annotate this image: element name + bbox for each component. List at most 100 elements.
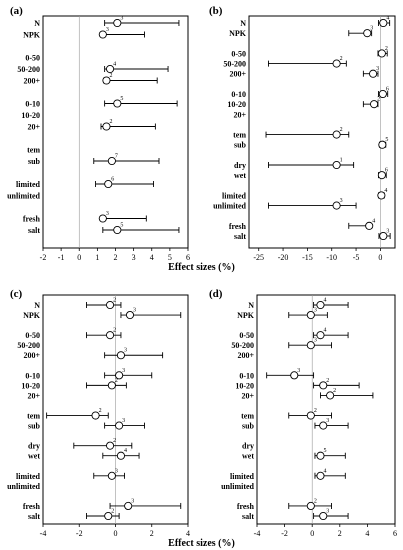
sample-count-label: 2 xyxy=(113,438,116,444)
row-label: salt xyxy=(234,232,246,241)
effect-point xyxy=(316,331,325,340)
effect-point xyxy=(115,421,124,430)
effect-point xyxy=(378,89,387,99)
row-label: 0-50 xyxy=(25,54,40,63)
row-label: limited xyxy=(222,191,247,200)
effect-point xyxy=(106,331,115,340)
row-label: 10-20 xyxy=(21,381,40,390)
sample-count-label: 2 xyxy=(99,408,102,414)
effect-point xyxy=(332,160,341,170)
sample-count-label: 3 xyxy=(122,368,125,374)
row-label: sub xyxy=(242,422,255,431)
x-tick-label: -4 xyxy=(40,529,47,538)
effect-point xyxy=(91,411,100,420)
panel-b: (b) -25 -20 -15 -10 -5 0 N 4 NPK 3 0-50 2 50-200 2 200+… xyxy=(209,5,396,262)
row-label: dry xyxy=(234,161,246,170)
row-label: 20+ xyxy=(27,391,40,400)
row-label: wet xyxy=(28,452,40,461)
effect-point xyxy=(116,351,125,360)
sample-count-label: 2 xyxy=(109,73,112,79)
row-label: 200+ xyxy=(23,351,40,360)
x-tick-label: -2 xyxy=(40,253,47,262)
sample-count-label: 3 xyxy=(106,211,109,217)
effect-point xyxy=(98,30,107,39)
row-label: NPK xyxy=(229,29,247,38)
plot-frame xyxy=(42,15,189,249)
row-label: 0-50 xyxy=(239,331,254,340)
effect-point xyxy=(113,18,122,28)
sample-count-label: 3 xyxy=(326,509,329,515)
effect-point xyxy=(104,511,113,521)
sample-count-label: 3 xyxy=(106,27,109,33)
shared-x-axis-label-bottom: Effect sizes (%) xyxy=(168,538,235,549)
row-label: fresh xyxy=(237,502,255,511)
sample-count-label: 5 xyxy=(323,448,326,454)
sample-count-label: 3 xyxy=(133,308,136,314)
panel-label: (b) xyxy=(209,5,223,17)
effect-point xyxy=(107,381,116,390)
x-tick-label: 2 xyxy=(338,529,342,538)
row-label: 50-200 xyxy=(17,341,40,350)
row-label: N xyxy=(34,19,40,28)
x-tick-label: -2 xyxy=(281,529,288,538)
row-label: dry xyxy=(242,442,254,451)
panel-label: (c) xyxy=(10,288,23,300)
effect-point xyxy=(319,381,328,390)
sample-count-label: 3 xyxy=(376,66,379,72)
row-label: sub xyxy=(234,141,247,150)
sample-count-label: 7 xyxy=(115,154,118,160)
row-label: 50-200 xyxy=(223,60,246,69)
x-tick-label: 0 xyxy=(310,529,314,538)
effect-point xyxy=(370,100,379,109)
effect-point xyxy=(377,171,386,180)
row-label: 50-200 xyxy=(231,341,254,350)
effect-point xyxy=(332,130,341,139)
effect-point xyxy=(377,191,386,200)
effect-point xyxy=(319,511,328,521)
effect-point xyxy=(306,501,315,511)
sample-count-label: 6 xyxy=(386,87,389,93)
row-label: 10-20 xyxy=(235,381,254,390)
effect-point xyxy=(116,451,125,460)
panel-label: (a) xyxy=(10,5,23,17)
sample-count-label: 6 xyxy=(385,168,388,174)
effect-point xyxy=(125,310,135,320)
sample-count-label: 4 xyxy=(124,448,127,454)
x-tick-label: 4 xyxy=(365,529,369,538)
row-label: 0-50 xyxy=(25,331,40,340)
effect-point xyxy=(107,471,116,480)
sample-count-label: 2 xyxy=(111,509,114,515)
effect-point xyxy=(106,441,115,450)
x-tick-label: -1 xyxy=(58,253,65,262)
row-label: N xyxy=(34,301,40,310)
sample-count-label: 2 xyxy=(115,378,118,384)
x-tick-label: -25 xyxy=(253,253,264,262)
row-label: wet xyxy=(242,452,254,461)
sample-count-label: 2 xyxy=(113,298,116,304)
sample-count-label: 3 xyxy=(120,16,123,22)
row-label: 0-10 xyxy=(25,100,40,109)
sample-count-label: 4 xyxy=(372,218,375,224)
sample-count-label: 4 xyxy=(386,16,389,22)
panel-d: (d) -4 -2 0 2 4 6 N 4 NPK 3 0-50 4 50-200 3 200+ 0-10 3 10… xyxy=(209,288,397,538)
sample-count-label: 4 xyxy=(113,62,116,68)
row-label: salt xyxy=(28,512,40,521)
row-label: limited xyxy=(16,180,41,189)
sample-count-label: 3 xyxy=(370,26,373,32)
effect-point xyxy=(104,179,113,189)
sample-count-label: 3 xyxy=(115,468,118,474)
sample-count-label: 3 xyxy=(314,338,317,344)
row-label: 0-10 xyxy=(231,90,246,99)
x-tick-label: 6 xyxy=(393,529,397,538)
row-label: NPK xyxy=(237,311,255,320)
x-tick-label: 4 xyxy=(186,529,190,538)
sample-count-label: 6 xyxy=(111,177,114,183)
effect-point xyxy=(102,122,111,131)
row-label: 0-10 xyxy=(25,371,40,380)
x-tick-label: 4 xyxy=(150,253,154,262)
sample-count-label: 2 xyxy=(340,127,343,133)
x-tick-label: 3 xyxy=(132,253,136,262)
sample-count-label: 2 xyxy=(314,498,317,504)
effect-point xyxy=(326,391,335,400)
